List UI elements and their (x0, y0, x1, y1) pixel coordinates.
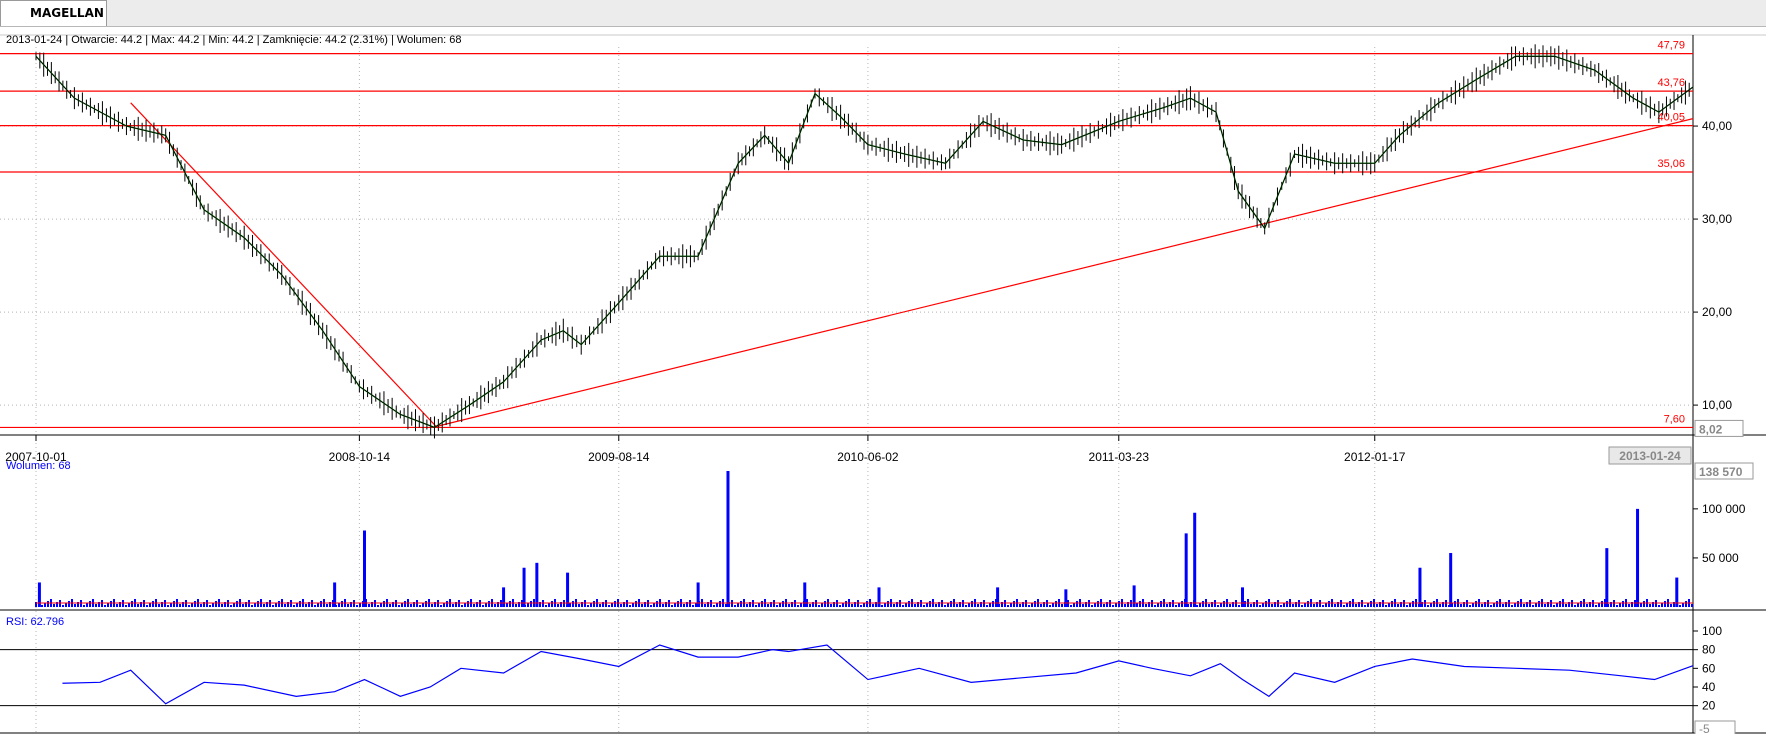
price-tick-label: 10,00 (1702, 398, 1732, 412)
rsi-min-box (1694, 720, 1736, 734)
level-label: 47,79 (1657, 40, 1685, 52)
info-line: 2013-01-24 | Otwarcie: 44.2 | Max: 44.2 … (6, 34, 462, 46)
level-label: 7,60 (1664, 413, 1685, 425)
x-tick-label: 2008-10-14 (329, 450, 391, 464)
volume-tick-label: 50 000 (1702, 551, 1739, 565)
volume-label: Wolumen: 68 (6, 460, 71, 472)
tab-magellan[interactable]: MAGELLAN (0, 0, 107, 26)
trendline (436, 118, 1694, 428)
x-tick-label: 2010-06-02 (837, 450, 899, 464)
rsi-min-label: -5 (1699, 722, 1710, 734)
price-tick-label: 40,00 (1702, 119, 1732, 133)
rsi-tick-label: 20 (1702, 699, 1716, 713)
tab-bar: MAGELLAN (0, 0, 1766, 27)
level-label: 43,76 (1657, 77, 1685, 89)
rsi-tick-label: 80 (1702, 643, 1716, 657)
price-line (35, 55, 1694, 428)
volume-max-box (1694, 462, 1754, 480)
trendline (130, 102, 437, 427)
rsi-tick-label: 60 (1702, 661, 1716, 675)
last-value-label: 8,02 (1699, 422, 1723, 436)
moving-average-line (35, 55, 1694, 429)
current-date-box (1608, 446, 1692, 465)
volume-max-label: 138 570 (1699, 465, 1743, 479)
price-tick-label: 30,00 (1702, 212, 1732, 226)
x-tick-label: 2009-08-14 (588, 450, 650, 464)
x-tick-label: 2011-03-23 (1089, 450, 1150, 464)
rsi-tick-label: 40 (1702, 680, 1716, 694)
price-tick-label: 20,00 (1702, 305, 1732, 319)
x-tick-label: 2007-10-01 (5, 450, 67, 464)
volume-tick-label: 100 000 (1702, 502, 1746, 516)
chart-area: 2007-10-01 2008-10-14 2009-08-14 2010-06-02… (0, 34, 1766, 734)
rsi-tick-label: 100 (1702, 624, 1722, 638)
level-label: 40,05 (1657, 112, 1685, 124)
last-value-box (1694, 419, 1744, 437)
rsi-label: RSI: 62.796 (6, 616, 64, 628)
level-label: 35,06 (1657, 158, 1685, 170)
rsi-line (62, 644, 1694, 705)
current-date-label: 2013-01-24 (1619, 449, 1681, 463)
x-tick-label: 2012-01-17 (1344, 450, 1406, 464)
